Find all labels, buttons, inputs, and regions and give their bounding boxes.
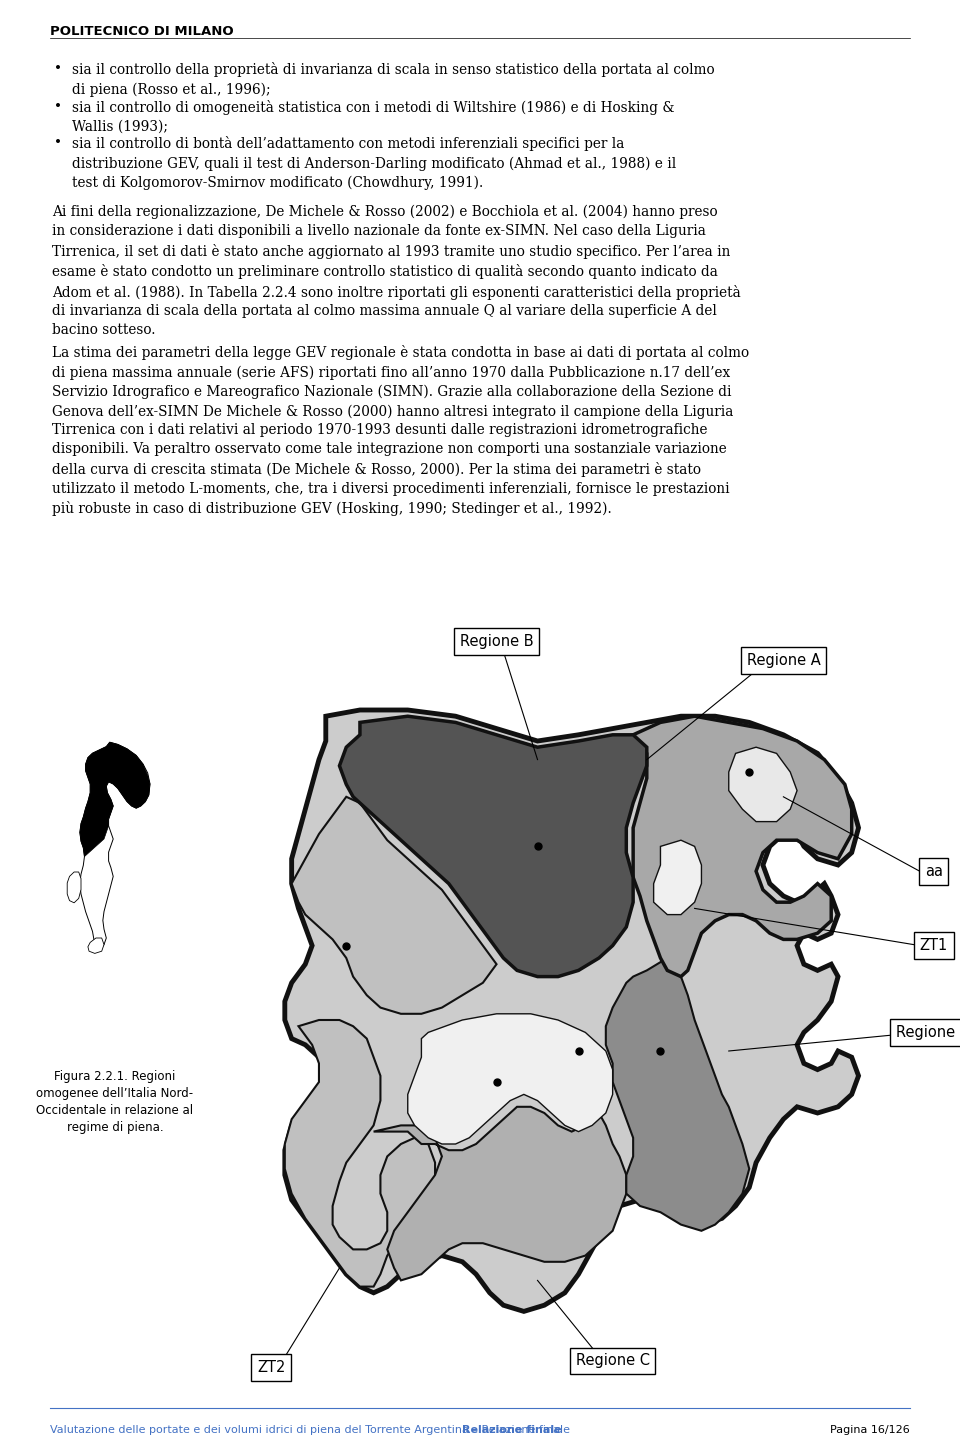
Polygon shape [88, 938, 104, 954]
Text: Valutazione delle portate e dei volumi idrici di piena del Torrente Argentina – : Valutazione delle portate e dei volumi i… [50, 1425, 570, 1435]
Text: Regione D: Regione D [897, 1024, 960, 1040]
Polygon shape [80, 742, 150, 857]
Text: Figura 2.2.1. Regioni
omogenee dell’Italia Nord-
Occidentale in relazione al
reg: Figura 2.2.1. Regioni omogenee dell’Ital… [36, 1069, 194, 1134]
Text: La stima dei parametri della legge GEV regionale è stata condotta in base ai dat: La stima dei parametri della legge GEV r… [52, 344, 749, 517]
Text: Pagina 16/126: Pagina 16/126 [830, 1425, 910, 1435]
Text: ZT1: ZT1 [920, 938, 948, 954]
Text: POLITECNICO DI MILANO: POLITECNICO DI MILANO [50, 25, 233, 38]
Text: aa: aa [924, 864, 943, 878]
Polygon shape [729, 747, 797, 822]
Text: Relazione finale: Relazione finale [462, 1425, 562, 1435]
Polygon shape [80, 742, 150, 949]
Polygon shape [654, 841, 702, 915]
Polygon shape [285, 1020, 435, 1286]
Text: Ai fini della regionalizzazione, De Michele & Rosso (2002) e Bocchiola et al. (2: Ai fini della regionalizzazione, De Mich… [52, 205, 741, 337]
Text: ZT2: ZT2 [257, 1360, 285, 1375]
Polygon shape [285, 710, 858, 1311]
Text: •: • [54, 136, 62, 150]
Polygon shape [606, 958, 749, 1231]
Text: sia il controllo della proprietà di invarianza di scala in senso statistico dell: sia il controllo della proprietà di inva… [72, 62, 714, 97]
Text: Regione C: Regione C [576, 1353, 650, 1369]
Text: sia il controllo di bontà dell’adattamento con metodi inferenziali specifici per: sia il controllo di bontà dell’adattamen… [72, 136, 676, 190]
Text: sia il controllo di omogeneità statistica con i metodi di Wiltshire (1986) e di : sia il controllo di omogeneità statistic… [72, 100, 675, 135]
Text: Regione A: Regione A [747, 653, 820, 669]
Text: Regione B: Regione B [460, 634, 534, 650]
Text: •: • [54, 62, 62, 77]
Polygon shape [292, 797, 496, 1014]
Polygon shape [373, 1107, 626, 1281]
Polygon shape [67, 873, 81, 903]
Text: •: • [54, 100, 62, 114]
Polygon shape [634, 716, 852, 977]
Polygon shape [408, 1014, 612, 1145]
Polygon shape [340, 716, 647, 977]
